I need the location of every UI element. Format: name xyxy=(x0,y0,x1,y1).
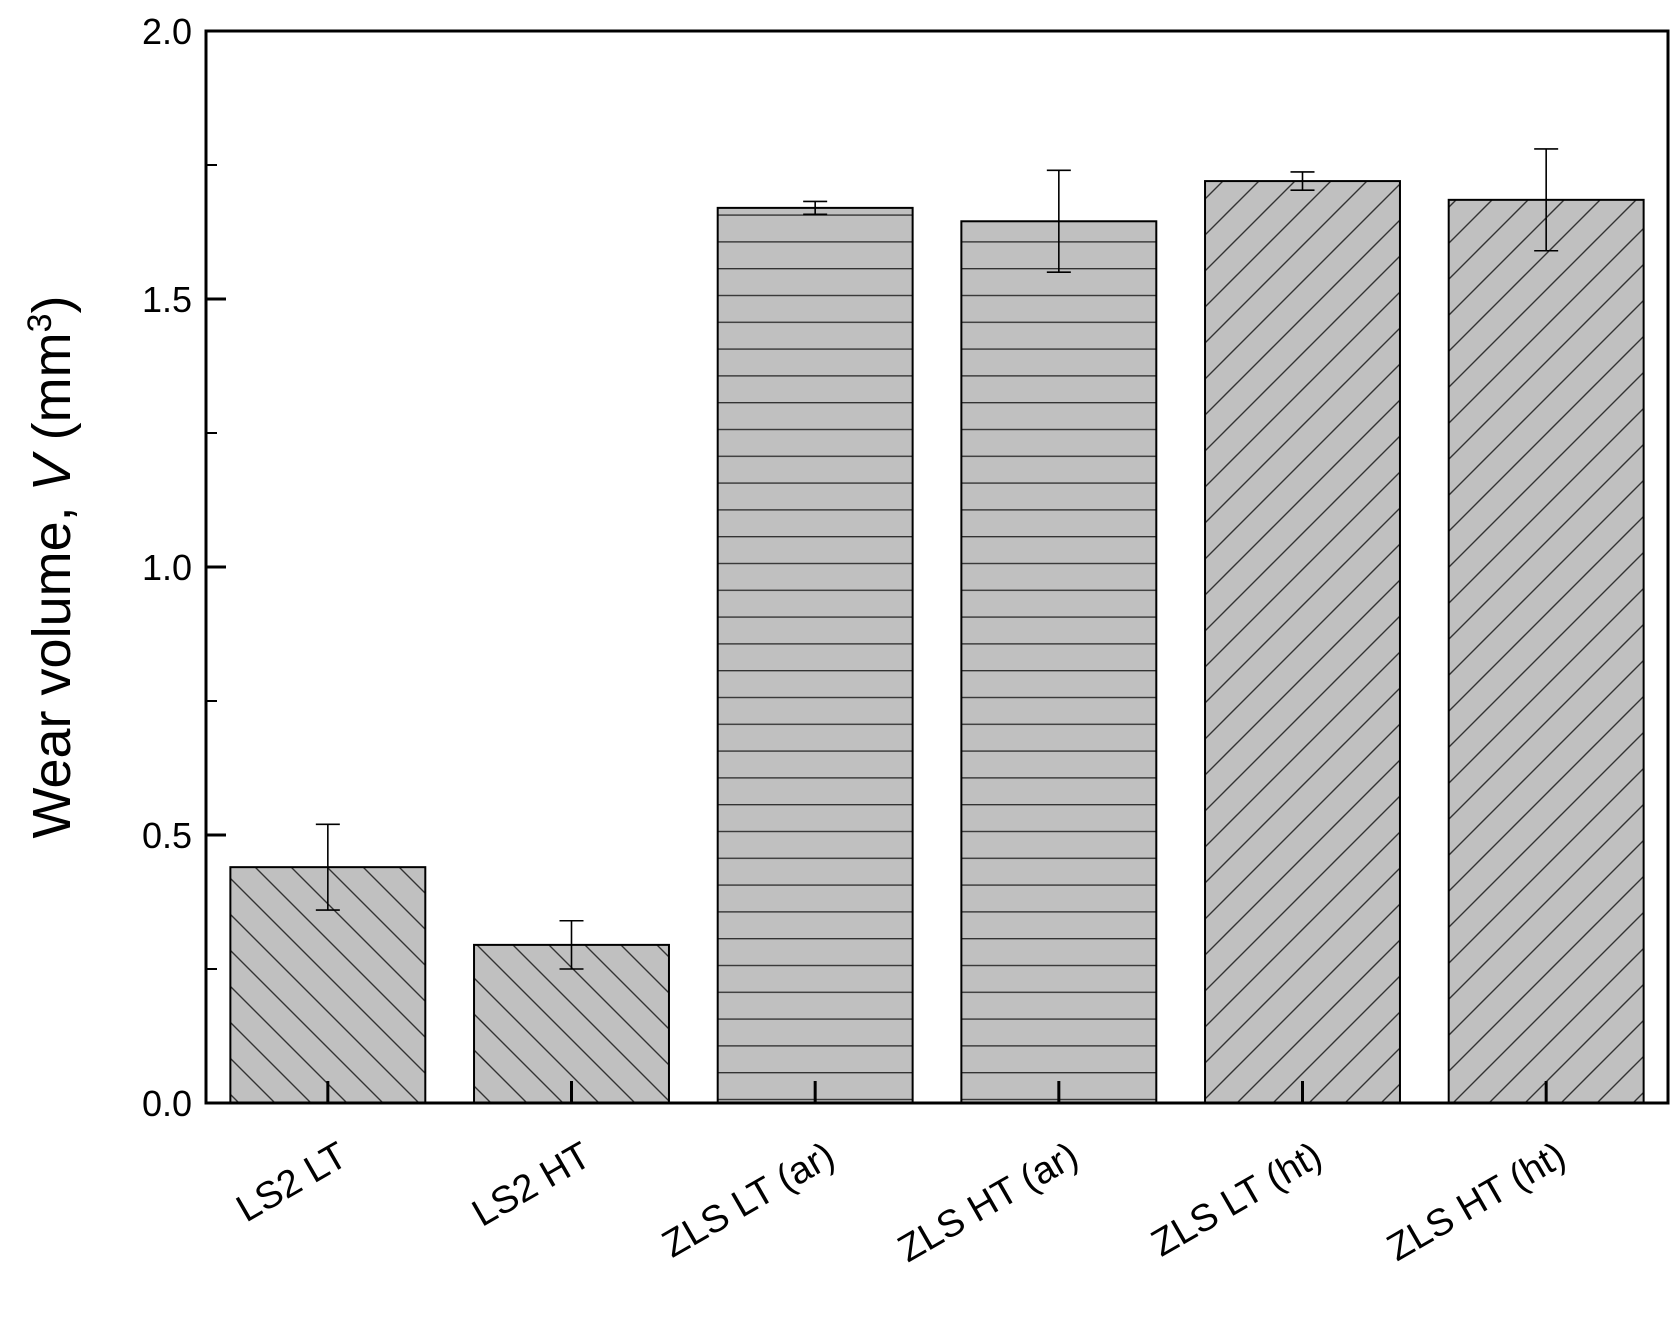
error-bars-layer xyxy=(315,148,1559,970)
y-ticks-layer: 0.0 0.5 1.0 1.5 2.0 xyxy=(142,11,226,1124)
x-ticks-layer xyxy=(326,1081,1548,1103)
y-axis-title-close: ) xyxy=(22,295,82,313)
x-tick-label-0: LS2 LT xyxy=(230,1134,355,1230)
x-tick-label-3: ZLS HT (ar) xyxy=(891,1134,1085,1270)
y-tick-label-2: 1.0 xyxy=(142,547,192,588)
x-labels-layer: LS2 LT LS2 HT ZLS LT (ar) ZLS HT (ar) ZLS LT… xyxy=(230,1134,1573,1270)
y-tick-label-4: 2.0 xyxy=(142,11,192,52)
y-axis-title: Wear volume, V (mm3) xyxy=(21,295,82,838)
plot-frame xyxy=(204,29,1670,1105)
bar-1 xyxy=(473,943,670,1104)
y-axis-title-text: Wear volume, xyxy=(22,491,82,838)
bar-4 xyxy=(1204,180,1401,1104)
x-tick-label-1: LS2 HT xyxy=(465,1134,598,1235)
bar-5 xyxy=(1447,198,1645,1104)
x-tick-label-4: ZLS LT (ht) xyxy=(1145,1134,1329,1265)
y-axis-title-unit: (mm xyxy=(22,332,82,455)
y-tick-label-0: 0.0 xyxy=(142,1083,192,1124)
bars-layer xyxy=(229,180,1645,1104)
y-tick-label-1: 0.5 xyxy=(142,815,192,856)
bar-3 xyxy=(960,220,1158,1104)
y-axis-title-variable: V xyxy=(22,450,82,491)
bar-2 xyxy=(716,206,914,1104)
x-tick-label-2: ZLS LT (ar) xyxy=(655,1134,841,1266)
y-axis-title-superscript: 3 xyxy=(21,313,59,332)
y-tick-label-3: 1.5 xyxy=(142,279,192,320)
x-tick-label-5: ZLS HT (ht) xyxy=(1380,1134,1572,1269)
